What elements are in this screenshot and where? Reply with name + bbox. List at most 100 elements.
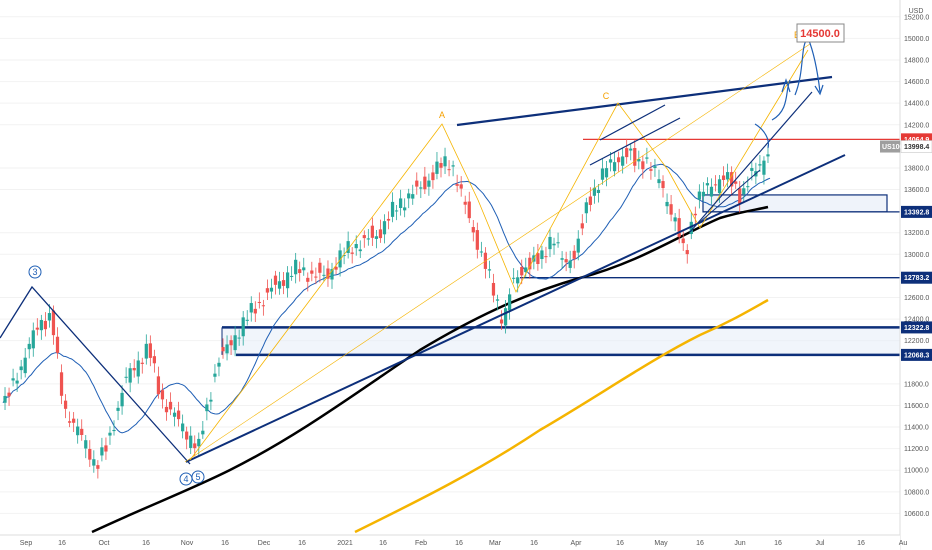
candle-body bbox=[495, 299, 500, 301]
candle bbox=[314, 267, 318, 285]
y-tick-label: 15200.0 bbox=[904, 14, 929, 21]
candle bbox=[269, 278, 274, 299]
candle-body bbox=[709, 186, 714, 197]
candle bbox=[152, 349, 156, 373]
candle-body bbox=[697, 191, 701, 200]
time-axis[interactable]: Sep 16 Oct 16 Nov 16 Dec 16 2021 16 Feb 16 Mar 16 Apr 1… bbox=[0, 534, 907, 550]
x-tick-label: Sep bbox=[20, 540, 33, 547]
price-tag-bg bbox=[901, 271, 932, 284]
candle-body bbox=[423, 176, 427, 190]
candle bbox=[43, 312, 48, 337]
candle-body bbox=[249, 303, 253, 313]
candle-body bbox=[55, 336, 60, 353]
candle bbox=[253, 301, 257, 323]
candle bbox=[669, 194, 673, 222]
candle-body bbox=[564, 259, 568, 263]
symbol-label: US100 bbox=[882, 144, 904, 151]
candle bbox=[471, 220, 475, 242]
candle bbox=[528, 252, 532, 279]
candle bbox=[576, 230, 580, 261]
candle-body bbox=[27, 343, 31, 350]
y-tick-label: 13800.0 bbox=[904, 165, 929, 172]
candle bbox=[766, 145, 770, 164]
candle-body bbox=[701, 191, 706, 197]
candle-body bbox=[326, 268, 330, 279]
candle-body bbox=[411, 194, 415, 199]
candle bbox=[532, 246, 536, 270]
candle bbox=[439, 157, 443, 178]
candle-body bbox=[528, 257, 532, 270]
x-tick-label: 16 bbox=[616, 540, 624, 547]
candle-body bbox=[762, 160, 766, 175]
candle-body bbox=[229, 340, 233, 346]
candle-body bbox=[302, 267, 306, 271]
candle-body bbox=[19, 366, 23, 371]
candle bbox=[479, 241, 483, 257]
candle-body bbox=[338, 250, 342, 268]
y-tick-label: 11600.0 bbox=[904, 403, 929, 410]
candle bbox=[403, 198, 407, 218]
candle-body bbox=[568, 260, 572, 268]
y-tick-label: 14800.0 bbox=[904, 57, 929, 64]
candle-body bbox=[758, 164, 762, 166]
candle-body bbox=[580, 223, 584, 229]
price-tag: 12783.2 bbox=[901, 271, 932, 284]
candle-body bbox=[132, 367, 136, 371]
candle-body bbox=[168, 401, 173, 410]
target-box: 14500.0 bbox=[796, 23, 845, 43]
candle-body bbox=[742, 188, 746, 195]
candle-body bbox=[23, 357, 27, 374]
candle bbox=[556, 232, 560, 248]
candle bbox=[725, 163, 730, 188]
y-tick-label: 11400.0 bbox=[904, 425, 929, 432]
x-tick-label: 16 bbox=[142, 540, 150, 547]
candle-body bbox=[189, 435, 193, 448]
candle bbox=[346, 231, 350, 259]
candle-body bbox=[261, 305, 265, 307]
wave-circle bbox=[28, 265, 42, 279]
candle bbox=[366, 229, 370, 246]
candle bbox=[544, 246, 548, 264]
candle bbox=[641, 155, 645, 179]
candle-body bbox=[600, 168, 605, 180]
candle-body bbox=[290, 275, 294, 277]
candle-body bbox=[596, 189, 601, 194]
candle-body bbox=[536, 253, 540, 265]
channel-line bbox=[589, 117, 681, 166]
candle-body bbox=[362, 235, 366, 239]
candle-body bbox=[725, 172, 730, 180]
candle bbox=[326, 260, 330, 287]
candle bbox=[762, 156, 766, 185]
x-tick-label: Mar bbox=[489, 540, 502, 547]
candle-body bbox=[152, 356, 156, 364]
candle bbox=[358, 240, 362, 259]
candle-body bbox=[641, 161, 645, 170]
candle-body bbox=[665, 201, 669, 207]
candle-body bbox=[265, 288, 270, 293]
candle-body bbox=[156, 376, 161, 395]
candle-body bbox=[128, 368, 132, 383]
candle-body bbox=[273, 275, 278, 285]
candle-body bbox=[637, 158, 641, 162]
candle-body bbox=[176, 410, 181, 420]
y-tick-label: 14400.0 bbox=[904, 101, 929, 108]
candle bbox=[257, 292, 261, 309]
candle bbox=[136, 351, 140, 384]
candle bbox=[249, 296, 253, 322]
candle-body bbox=[734, 181, 738, 184]
candle bbox=[625, 138, 629, 164]
candle bbox=[604, 160, 609, 187]
x-tick-label: Oct bbox=[99, 540, 110, 547]
wave-4-label: 4 bbox=[179, 472, 193, 486]
candle bbox=[128, 363, 132, 393]
candle bbox=[217, 357, 221, 377]
current-price-tag: US100 13998.4 bbox=[880, 140, 932, 153]
candle bbox=[185, 426, 189, 450]
candle bbox=[350, 247, 354, 264]
candle-body bbox=[346, 241, 350, 253]
candle bbox=[415, 172, 419, 195]
candle-body bbox=[245, 319, 249, 321]
x-tick-label: 16 bbox=[530, 540, 538, 547]
